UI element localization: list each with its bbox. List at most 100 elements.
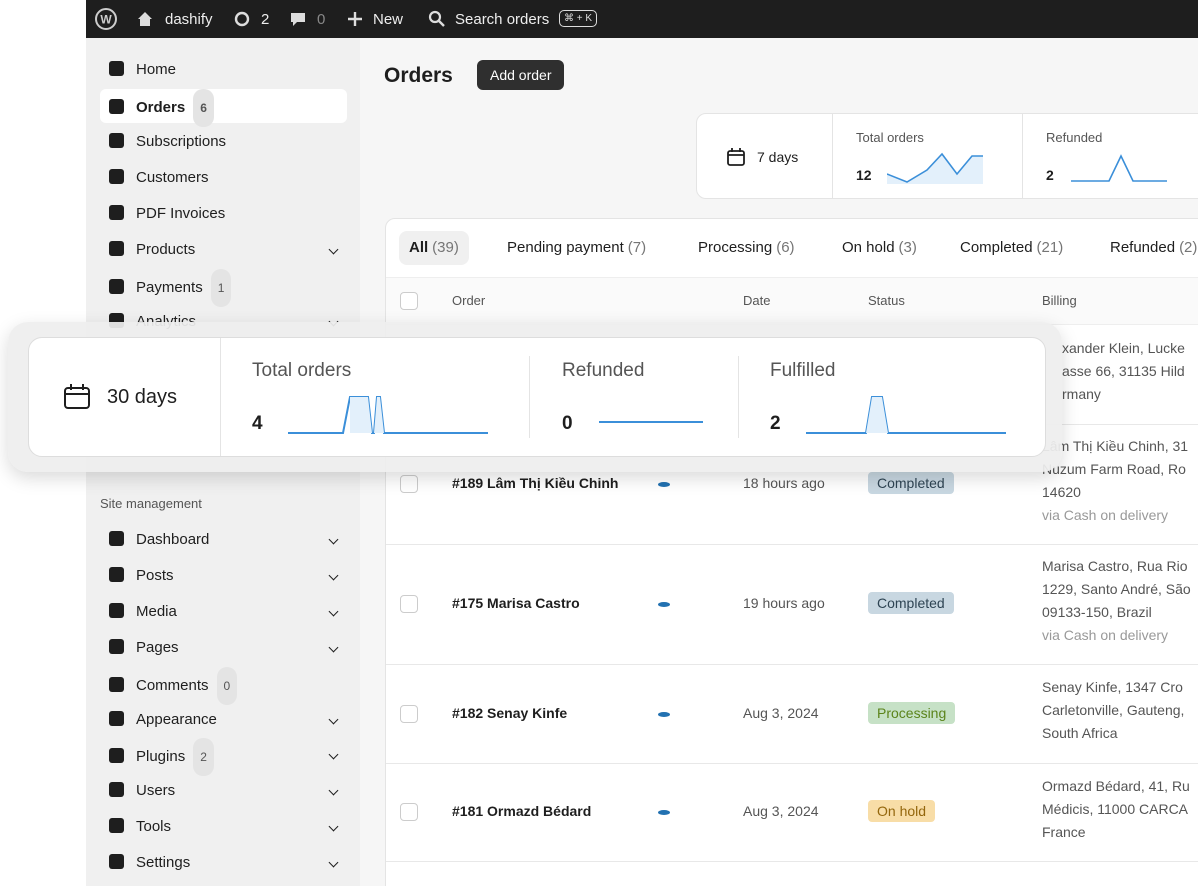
nav-item[interactable]: Plugins 2 — [100, 738, 347, 777]
nav-icon — [109, 205, 124, 220]
search-link[interactable]: Search orders — [455, 11, 550, 28]
row-divider — [386, 664, 1198, 665]
nav-label: Users — [136, 782, 176, 800]
checkbox[interactable] — [400, 704, 418, 723]
tab[interactable]: Processing (6) — [688, 231, 805, 265]
tab[interactable]: Refunded (2) — [1100, 231, 1198, 265]
divider — [738, 356, 739, 438]
tab[interactable]: All (39) — [399, 231, 469, 265]
stats-card: 7 days Total orders 12 Refunded 2 — [696, 113, 1198, 199]
metric-label: Refunded — [1046, 130, 1103, 145]
row-divider — [386, 544, 1198, 545]
nav-label: Tools — [136, 818, 172, 836]
metric-label: Total orders — [856, 130, 924, 145]
checkbox[interactable] — [400, 292, 418, 310]
billing-line: Nuzum Farm Road, Ro — [1042, 461, 1186, 477]
header-row — [386, 277, 1198, 325]
metric-value: 2 — [1046, 167, 1054, 183]
metric-label: Total orders — [252, 360, 352, 381]
order-link[interactable]: #175 Marisa Castro — [452, 595, 580, 611]
comments-icon — [291, 13, 305, 26]
nav-item[interactable]: PDF Invoices — [100, 197, 347, 231]
preview-icon[interactable] — [658, 482, 670, 487]
stats-period[interactable]: 7 days — [757, 149, 799, 165]
billing-line: Carletonville, Gauteng, — [1042, 702, 1185, 718]
nav-icon — [109, 854, 124, 870]
nav-label: Pages — [136, 638, 179, 656]
nav-badge: 6 — [193, 89, 214, 127]
comments-count[interactable]: 0 — [317, 11, 326, 28]
billing-line: France — [1042, 823, 1086, 840]
nav-item[interactable]: Payments 1 — [100, 269, 347, 307]
status-badge: On hold — [868, 800, 936, 822]
order-link[interactable]: #189 Lâm Thị Kiều Chinh — [452, 475, 619, 491]
preview-icon[interactable] — [658, 602, 670, 607]
nav-item[interactable]: Orders 6 — [100, 89, 347, 127]
nav-item[interactable]: Settings — [100, 846, 347, 880]
checkbox[interactable] — [400, 475, 418, 493]
sparkline — [806, 396, 1006, 434]
billing-line: 09133-150, Brazil — [1042, 604, 1152, 620]
order-link[interactable]: #182 Senay Kinfe — [452, 704, 568, 721]
nav-label: Plugins — [136, 748, 186, 766]
tab-label: Pending payment — [507, 239, 624, 256]
billing-line: Marisa Castro, Rua Rio — [1042, 558, 1188, 574]
tab-count: (39) — [432, 239, 459, 256]
tab-count: (21) — [1036, 239, 1064, 256]
wp-logo[interactable]: W — [94, 7, 118, 31]
preview-icon[interactable] — [658, 711, 670, 717]
billing-line: Médicis, 11000 CARCA — [1042, 800, 1189, 817]
nav-icon — [109, 279, 124, 294]
admin-bar: W dashify 2 0 New Search orders ⌘ + K — [86, 0, 1198, 38]
billing-line: 1229, Santo André, São — [1042, 581, 1191, 597]
checkbox[interactable] — [400, 595, 418, 613]
nav-item[interactable]: Posts — [100, 559, 347, 593]
plus-icon — [348, 12, 362, 26]
tab[interactable]: Pending payment (7) — [497, 231, 656, 265]
nav-item[interactable]: Comments 0 — [100, 666, 347, 705]
tab[interactable]: Completed (21) — [950, 231, 1073, 265]
chevron — [328, 821, 339, 832]
orders-table: All (39) Pending payment (7) Processing (6) On… — [385, 218, 1198, 886]
add-order-button[interactable]: Add order — [477, 60, 565, 90]
payment-method: via Cash on delivery — [1042, 627, 1169, 643]
section-label: Site management — [100, 496, 202, 511]
billing-line: rmany — [1062, 385, 1101, 402]
billing-line: Ormazd Bédard, 41, Ru — [1042, 777, 1190, 794]
nav-item[interactable]: Dashboard — [100, 523, 347, 557]
site-name[interactable]: dashify — [165, 11, 213, 28]
order-date: Aug 3, 2024 — [743, 803, 819, 819]
nav-item[interactable]: Pages — [100, 631, 347, 665]
home-icon — [138, 12, 152, 26]
preview-icon[interactable] — [658, 810, 670, 815]
chevron — [328, 785, 339, 796]
new-link[interactable]: New — [373, 11, 404, 28]
nav-item[interactable]: Media — [100, 595, 347, 629]
nav-label: Dashboard — [136, 531, 210, 548]
nav-icon — [109, 638, 124, 654]
column-header: Status — [868, 293, 905, 308]
chevron — [328, 642, 339, 653]
tab-label: All — [409, 239, 429, 256]
nav-item[interactable]: Home — [100, 53, 347, 87]
highlight-period[interactable]: 30 days — [107, 386, 178, 408]
nav-badge: 2 — [193, 738, 214, 777]
nav-label: Products — [136, 241, 196, 258]
tab[interactable]: On hold (3) — [832, 231, 927, 265]
nav-item[interactable]: Appearance — [100, 703, 347, 737]
updates-count[interactable]: 2 — [261, 11, 270, 28]
column-header: Date — [743, 293, 771, 308]
nav-item[interactable]: Products — [100, 233, 347, 267]
nav-item[interactable]: Subscriptions — [100, 125, 347, 159]
shortcut: ⌘ + K — [559, 10, 598, 27]
nav-item[interactable]: Customers — [100, 161, 347, 195]
nav-label: Orders — [136, 99, 186, 116]
nav-item[interactable]: Tools — [100, 810, 347, 844]
metric-value: 0 — [562, 413, 573, 434]
nav-icon — [109, 133, 124, 148]
order-link[interactable]: #181 Ormazd Bédard — [452, 803, 592, 819]
page-title: Orders — [384, 64, 453, 87]
checkbox[interactable] — [400, 803, 418, 821]
nav-item[interactable]: Users — [100, 774, 347, 808]
nav-icon — [109, 676, 124, 692]
